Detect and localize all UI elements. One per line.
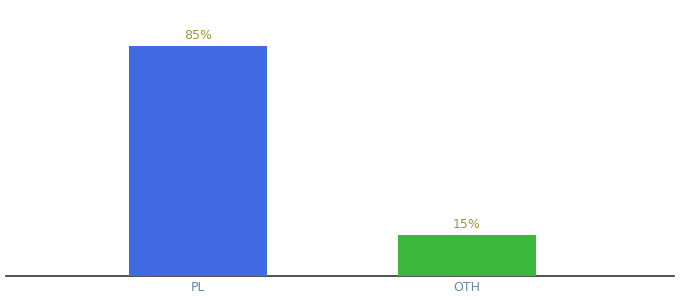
Bar [398, 235, 536, 276]
Text: 85%: 85% [184, 29, 211, 42]
Text: 15%: 15% [453, 218, 481, 231]
Bar [129, 46, 267, 276]
